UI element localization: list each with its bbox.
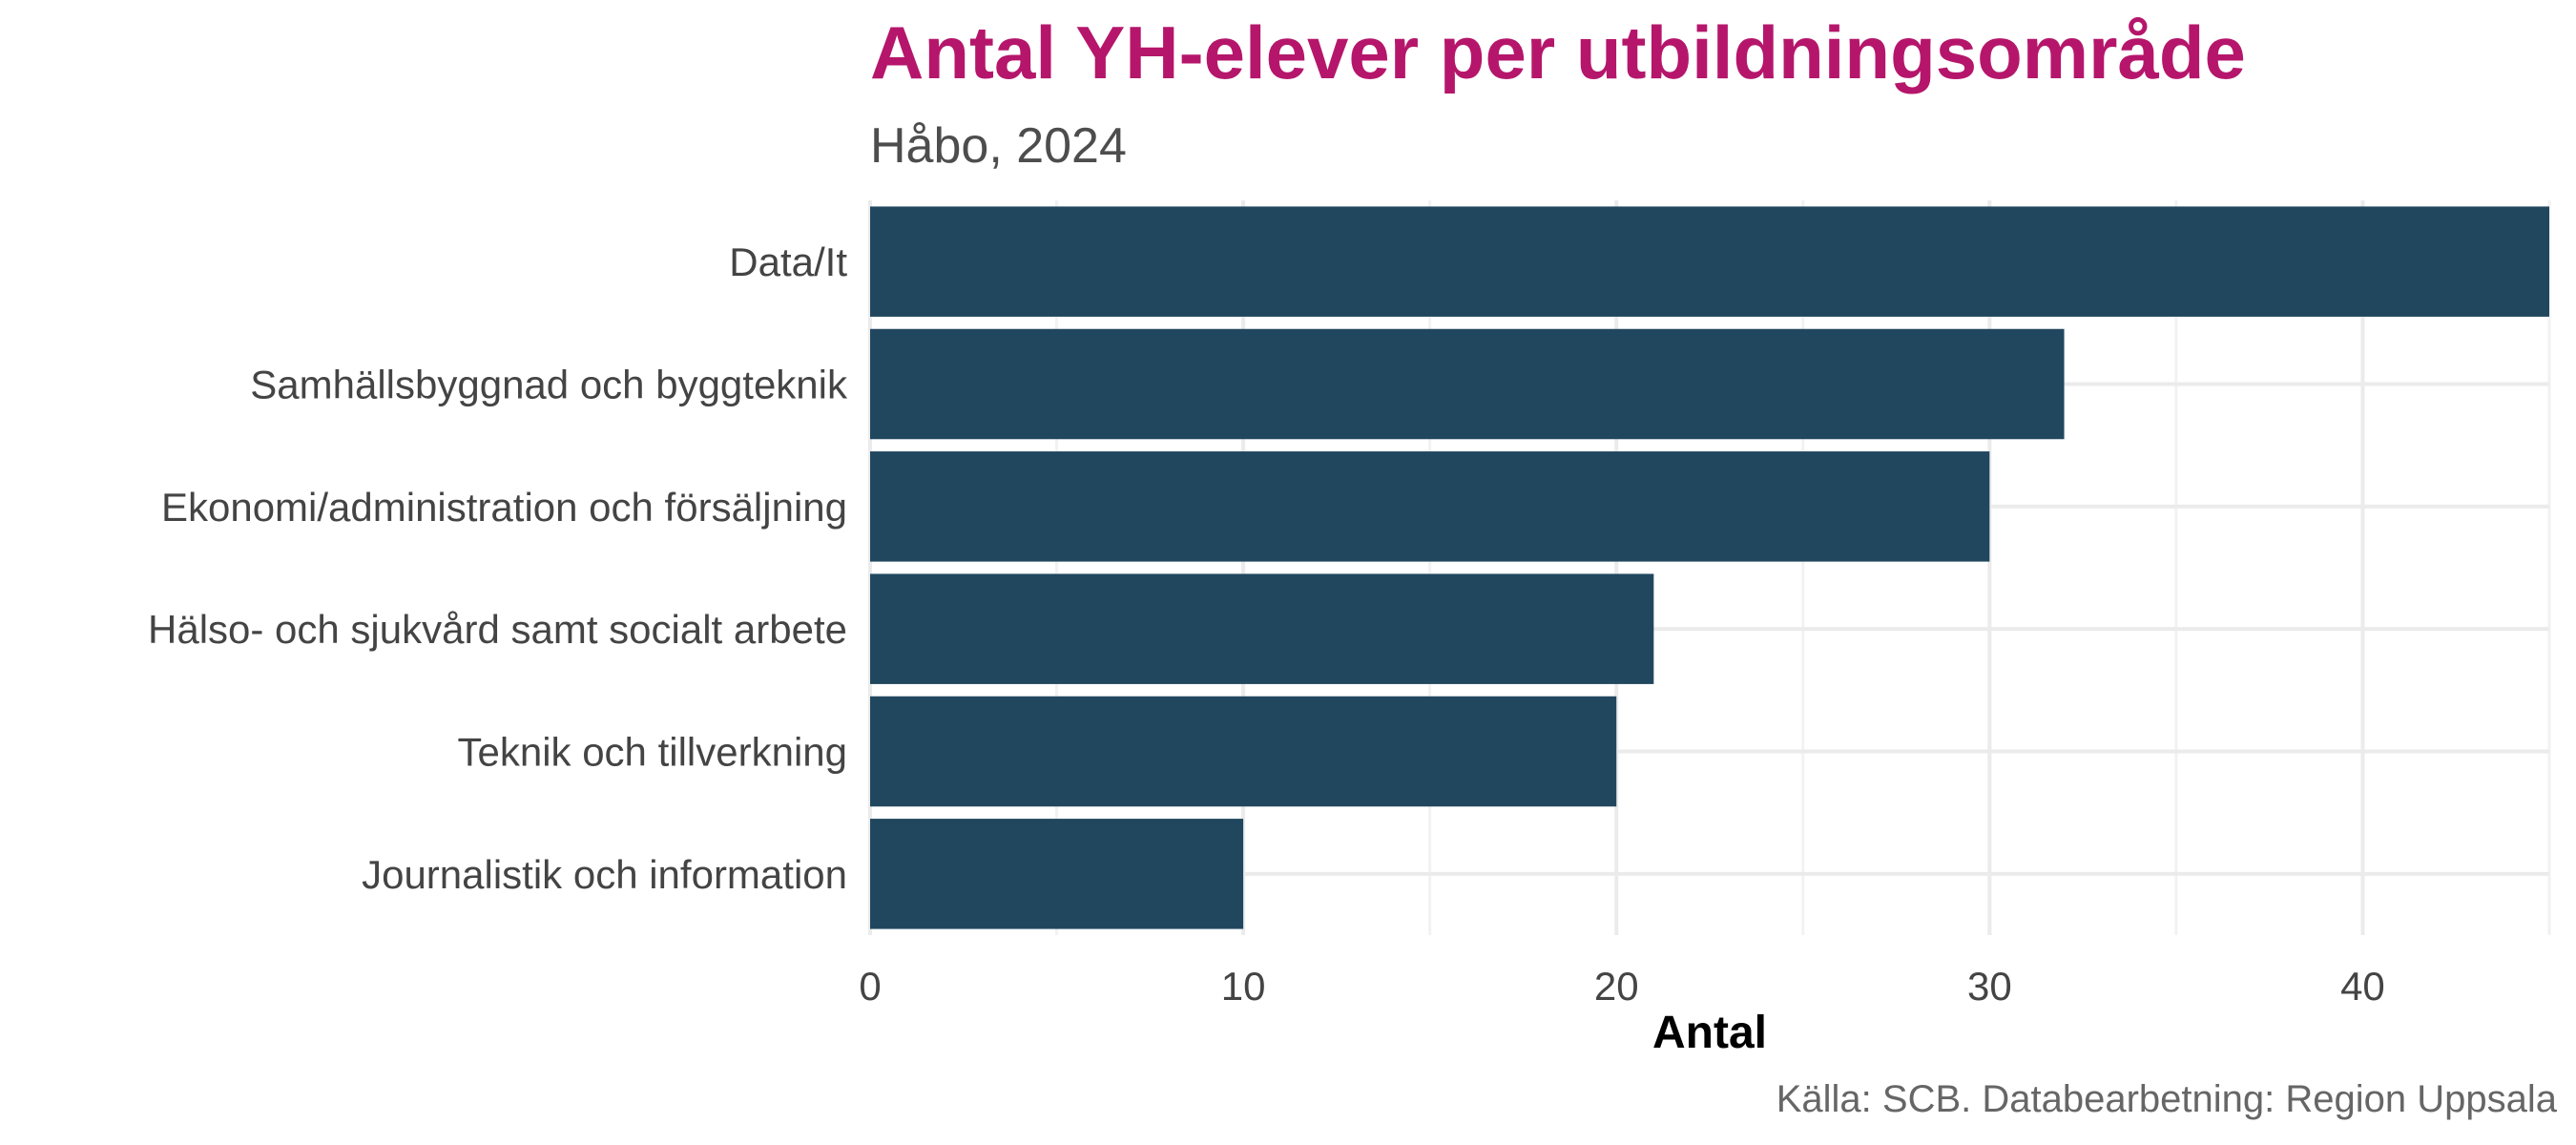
bar [870, 819, 1244, 929]
category-labels: Data/It Samhällsbyggnad och byggteknik Eko… [148, 239, 848, 897]
chart-subtitle: Håbo, 2024 [870, 118, 1127, 174]
chart-title: Antal YH-elever per utbildningsområde [870, 10, 2246, 94]
chart-caption: Källa: SCB. Databearbetning: Region Upps… [1776, 1078, 2558, 1120]
bar [870, 573, 1654, 684]
bars [870, 206, 2549, 929]
x-axis-label: Antal [1652, 1008, 1767, 1058]
x-tick-label: 20 [1594, 964, 1639, 1009]
bar [870, 206, 2549, 317]
category-label: Hälso- och sjukvård samt socialt arbete [148, 607, 847, 652]
x-axis-tick-labels: 0 10 20 30 40 [859, 964, 2384, 1009]
bar [870, 451, 1990, 562]
category-label: Data/It [729, 239, 847, 284]
x-tick-label: 40 [2340, 964, 2385, 1009]
bar [870, 696, 1617, 807]
bar [870, 328, 2065, 440]
x-tick-label: 10 [1221, 964, 1266, 1009]
category-label: Samhällsbyggnad och byggteknik [250, 363, 848, 407]
x-tick-label: 0 [859, 964, 881, 1009]
category-label: Ekonomi/administration och försäljning [161, 485, 847, 530]
category-label: Teknik och tillverkning [457, 730, 847, 775]
category-label: Journalistik och information [362, 852, 847, 897]
x-tick-label: 30 [1967, 964, 2012, 1009]
